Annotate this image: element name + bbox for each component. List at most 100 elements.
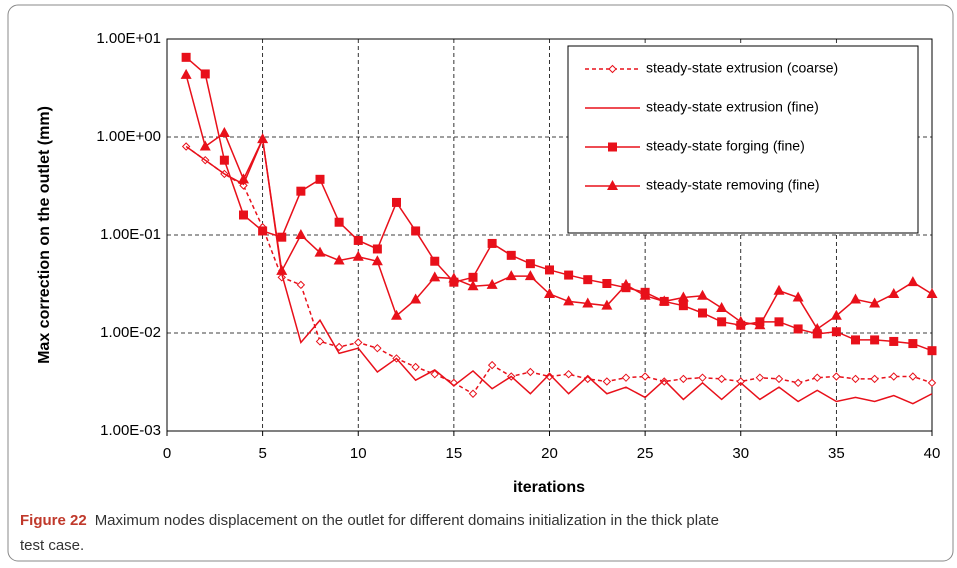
marker [582,297,594,308]
marker [334,217,344,227]
marker [908,339,918,349]
marker [468,272,478,282]
marker [908,372,918,381]
marker [430,369,439,379]
marker [907,276,919,287]
marker [315,174,325,184]
caption: Figure 22 Maximum nodes displacement on t… [20,512,719,529]
marker [888,288,900,299]
marker [774,317,784,327]
marker [448,272,460,283]
marker [927,346,937,356]
marker [698,373,707,382]
marker [811,322,823,333]
marker [199,140,211,151]
marker [334,342,344,352]
marker [755,373,765,382]
marker [735,315,747,326]
marker [505,270,517,281]
marker [373,343,382,353]
marker [621,373,631,382]
marker [697,289,708,300]
marker [315,337,325,346]
marker [717,374,726,384]
marker [276,264,288,275]
marker [506,250,516,260]
marker [716,301,728,312]
marker [468,389,478,398]
marker [851,374,860,384]
marker [544,288,555,299]
marker [926,288,938,299]
marker [352,250,364,261]
marker [296,186,306,196]
legend-box [567,45,919,234]
marker [354,338,363,347]
marker [258,226,268,236]
marker [717,317,727,327]
marker [257,133,269,144]
marker [870,335,880,345]
marker [792,291,804,302]
caption-label: Figure 22 [20,512,87,529]
marker [564,369,573,379]
marker [754,319,766,330]
marker [813,373,822,382]
marker [545,265,554,275]
marker [200,69,210,79]
marker [607,180,618,190]
legend-label: steady-state removing (fine) [646,177,820,193]
marker [698,308,707,318]
marker [660,377,669,386]
marker [411,362,420,372]
frame [7,4,954,562]
marker [392,197,401,207]
marker [371,255,383,266]
marker [238,173,249,184]
x-tick-label: 30 [732,445,749,462]
marker [525,259,535,269]
y-tick-label: 1.00E-01 [100,226,161,243]
marker [295,229,307,239]
marker [524,270,536,281]
marker [180,68,192,79]
marker [486,278,498,289]
x-tick-label: 5 [258,445,266,462]
marker [601,299,613,310]
y-tick-label: 1.00E+00 [96,128,161,145]
y-axis-title: Max correction on the outlet (mm) [36,106,53,364]
marker [353,235,363,245]
x-tick-label: 10 [350,445,367,462]
marker [391,309,402,320]
series-line [185,145,933,395]
x-tick-label: 20 [541,445,558,462]
y-tick-label: 1.00E+01 [96,30,161,47]
marker [545,372,554,381]
marker [927,378,937,388]
marker [181,52,191,62]
x-tick-label: 40 [924,445,941,462]
series-line [185,74,933,331]
marker [793,324,803,334]
marker [430,256,440,266]
marker [793,378,803,388]
marker [487,360,497,370]
marker [429,271,441,282]
marker [736,377,745,386]
marker [314,246,326,257]
marker [526,367,535,377]
marker [372,244,382,254]
marker [602,278,612,288]
marker [677,291,689,302]
marker [773,284,785,295]
marker [411,226,421,236]
marker [563,295,575,306]
marker [602,377,612,386]
marker [608,142,617,152]
y-tick-label: 1.00E-02 [100,324,161,341]
series-line [185,56,933,352]
marker [296,280,306,290]
marker [620,278,632,289]
x-axis-title: iterations [513,479,585,496]
